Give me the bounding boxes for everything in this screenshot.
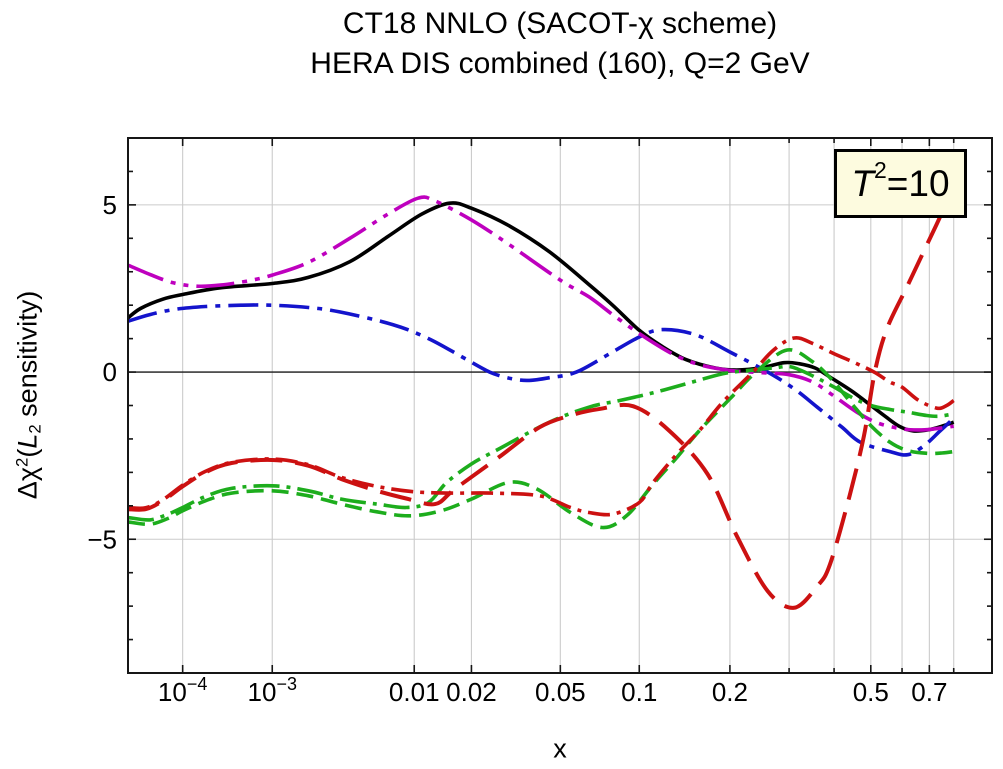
x-tick-label: 0.01 — [389, 677, 440, 707]
gridlines — [128, 138, 992, 673]
x-tick-label: 0.05 — [535, 677, 586, 707]
curve-red-dash-dot — [128, 335, 955, 517]
axis-ticks — [128, 138, 992, 673]
tolerance-annotation: T 2 =10 — [834, 149, 967, 218]
y-tick-label: 5 — [103, 190, 117, 220]
x-tick-label: 0.5 — [853, 677, 889, 707]
plot-title-line2: HERA DIS combined (160), Q=2 GeV — [310, 47, 810, 80]
data-curves — [128, 194, 955, 610]
curve-green-dashed — [128, 348, 954, 530]
plot-title-line1: CT18 NNLO (SACOT-χ scheme) — [342, 7, 778, 40]
x-tick-label: 0.7 — [911, 677, 947, 707]
curve-green-dash-dot — [128, 364, 954, 522]
curve-red-long-dash — [128, 194, 951, 610]
tick-labels: 10−4 10−3 0.01 0.02 0.05 0.1 0.2 0.5 0.7 −5 0 5 — [87, 190, 947, 707]
x-tick-label: 10−3 — [248, 674, 297, 707]
curve-blue-dash-dot — [128, 303, 955, 457]
y-tick-label: −5 — [87, 524, 117, 554]
x-tick-label: 0.02 — [446, 677, 497, 707]
curve-black-solid — [128, 201, 955, 433]
y-axis-label: Δχ2(L2 sensitivity) — [12, 290, 45, 500]
x-axis-label: x — [553, 733, 567, 764]
y-tick-label: 0 — [103, 357, 117, 387]
curve-magenta-dash-dot-dot — [128, 195, 954, 432]
x-tick-label: 0.1 — [621, 677, 657, 707]
x-tick-label: 10−4 — [158, 674, 207, 707]
x-tick-label: 0.2 — [712, 677, 748, 707]
